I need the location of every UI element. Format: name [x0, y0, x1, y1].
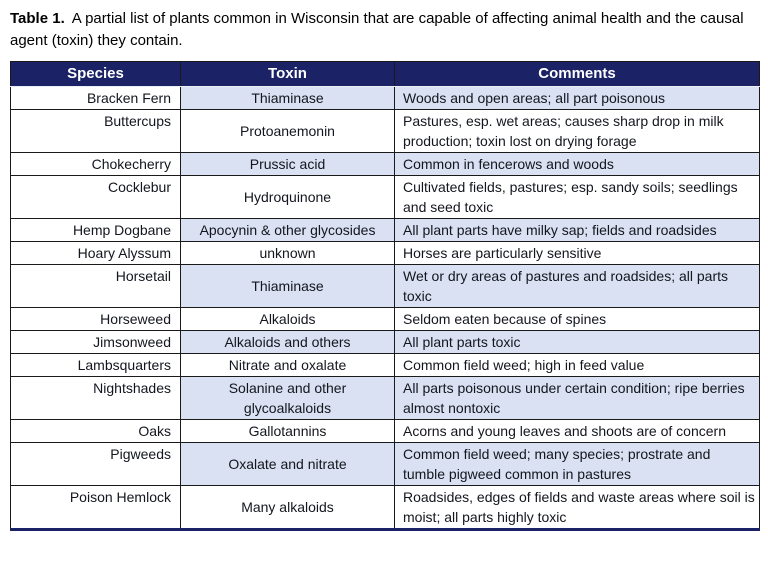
- comments-cell: All plant parts toxic: [394, 330, 760, 354]
- plants-toxin-table: Species Toxin Comments Bracken Fern Thiam…: [10, 61, 760, 531]
- comments-cell: Common in fencerows and woods: [394, 152, 760, 176]
- table-row: Lambsquarters Nitrate and oxalate Common f…: [10, 353, 760, 377]
- toxin-cell: Hydroquinone: [180, 175, 395, 219]
- column-header-species: Species: [10, 61, 181, 87]
- header-row: Species Toxin Comments: [10, 61, 760, 87]
- species-cell: Lambsquarters: [10, 353, 181, 377]
- table-row: Chokecherry Prussic acid Common in fencero…: [10, 152, 760, 176]
- comments-cell: Seldom eaten because of spines: [394, 307, 760, 331]
- species-cell: Horseweed: [10, 307, 181, 331]
- table-row: Hoary Alyssum unknown Horses are particula…: [10, 241, 760, 265]
- species-cell: Jimsonweed: [10, 330, 181, 354]
- toxin-cell: Alkaloids and others: [180, 330, 395, 354]
- table-row: Pigweeds Oxalate and nitrate Common field …: [10, 442, 760, 486]
- comments-cell: Cultivated fields, pastures; esp. sandy …: [394, 175, 760, 219]
- comments-cell: Common field weed; high in feed value: [394, 353, 760, 377]
- species-cell: Poison Hemlock: [10, 485, 181, 530]
- comments-cell: Pastures, esp. wet areas; causes sharp d…: [394, 109, 760, 153]
- column-header-comments: Comments: [394, 61, 760, 87]
- toxin-cell: Thiaminase: [180, 264, 395, 308]
- species-cell: Cocklebur: [10, 175, 181, 219]
- species-cell: Hoary Alyssum: [10, 241, 181, 265]
- species-cell: Hemp Dogbane: [10, 218, 181, 242]
- species-cell: Chokecherry: [10, 152, 181, 176]
- toxin-cell: Oxalate and nitrate: [180, 442, 395, 486]
- table-row: Poison Hemlock Many alkaloids Roadsides, e…: [10, 485, 760, 530]
- toxin-cell: Gallotannins: [180, 419, 395, 443]
- table-row: Nightshades Solanine and other glycoalkal…: [10, 376, 760, 420]
- table-row: Buttercups Protoanemonin Pastures, esp. we…: [10, 109, 760, 153]
- comments-cell: All parts poisonous under certain condit…: [394, 376, 760, 420]
- species-cell: Horsetail: [10, 264, 181, 308]
- comments-cell: Roadsides, edges of fields and waste are…: [394, 485, 760, 530]
- species-cell: Nightshades: [10, 376, 181, 420]
- toxin-cell: Protoanemonin: [180, 109, 395, 153]
- table-caption: Table 1. A partial list of plants common …: [10, 8, 758, 52]
- toxin-cell: Apocynin & other glycosides: [180, 218, 395, 242]
- comments-cell: Woods and open areas; all part poisonous: [394, 86, 760, 110]
- table-row: Jimsonweed Alkaloids and others All plant …: [10, 330, 760, 354]
- comments-cell: All plant parts have milky sap; fields a…: [394, 218, 760, 242]
- caption-text: A partial list of plants common in Wisco…: [10, 10, 744, 49]
- table-row: Horseweed Alkaloids Seldom eaten because o…: [10, 307, 760, 331]
- table-row: Oaks Gallotannins Acorns and young leaves …: [10, 419, 760, 443]
- toxin-cell: Thiaminase: [180, 86, 395, 110]
- table-row: Bracken Fern Thiaminase Woods and open are…: [10, 86, 760, 110]
- table-header: Species Toxin Comments: [10, 61, 760, 87]
- document-page: Table 1. A partial list of plants common …: [10, 8, 760, 531]
- comments-cell: Common field weed; many species; prostra…: [394, 442, 760, 486]
- toxin-cell: Nitrate and oxalate: [180, 353, 395, 377]
- toxin-cell: unknown: [180, 241, 395, 265]
- toxin-cell: Alkaloids: [180, 307, 395, 331]
- table-row: Hemp Dogbane Apocynin & other glycosides A…: [10, 218, 760, 242]
- species-cell: Pigweeds: [10, 442, 181, 486]
- toxin-cell: Prussic acid: [180, 152, 395, 176]
- table-body: Bracken Fern Thiaminase Woods and open are…: [10, 86, 760, 530]
- caption-label: Table 1.: [10, 10, 65, 27]
- comments-cell: Horses are particularly sensitive: [394, 241, 760, 265]
- species-cell: Oaks: [10, 419, 181, 443]
- table-row: Horsetail Thiaminase Wet or dry areas of p…: [10, 264, 760, 308]
- table-row: Cocklebur Hydroquinone Cultivated fields, …: [10, 175, 760, 219]
- species-cell: Bracken Fern: [10, 86, 181, 110]
- toxin-cell: Many alkaloids: [180, 485, 395, 530]
- species-cell: Buttercups: [10, 109, 181, 153]
- toxin-cell: Solanine and other glycoalkaloids: [180, 376, 395, 420]
- comments-cell: Acorns and young leaves and shoots are o…: [394, 419, 760, 443]
- column-header-toxin: Toxin: [180, 61, 395, 87]
- comments-cell: Wet or dry areas of pastures and roadsid…: [394, 264, 760, 308]
